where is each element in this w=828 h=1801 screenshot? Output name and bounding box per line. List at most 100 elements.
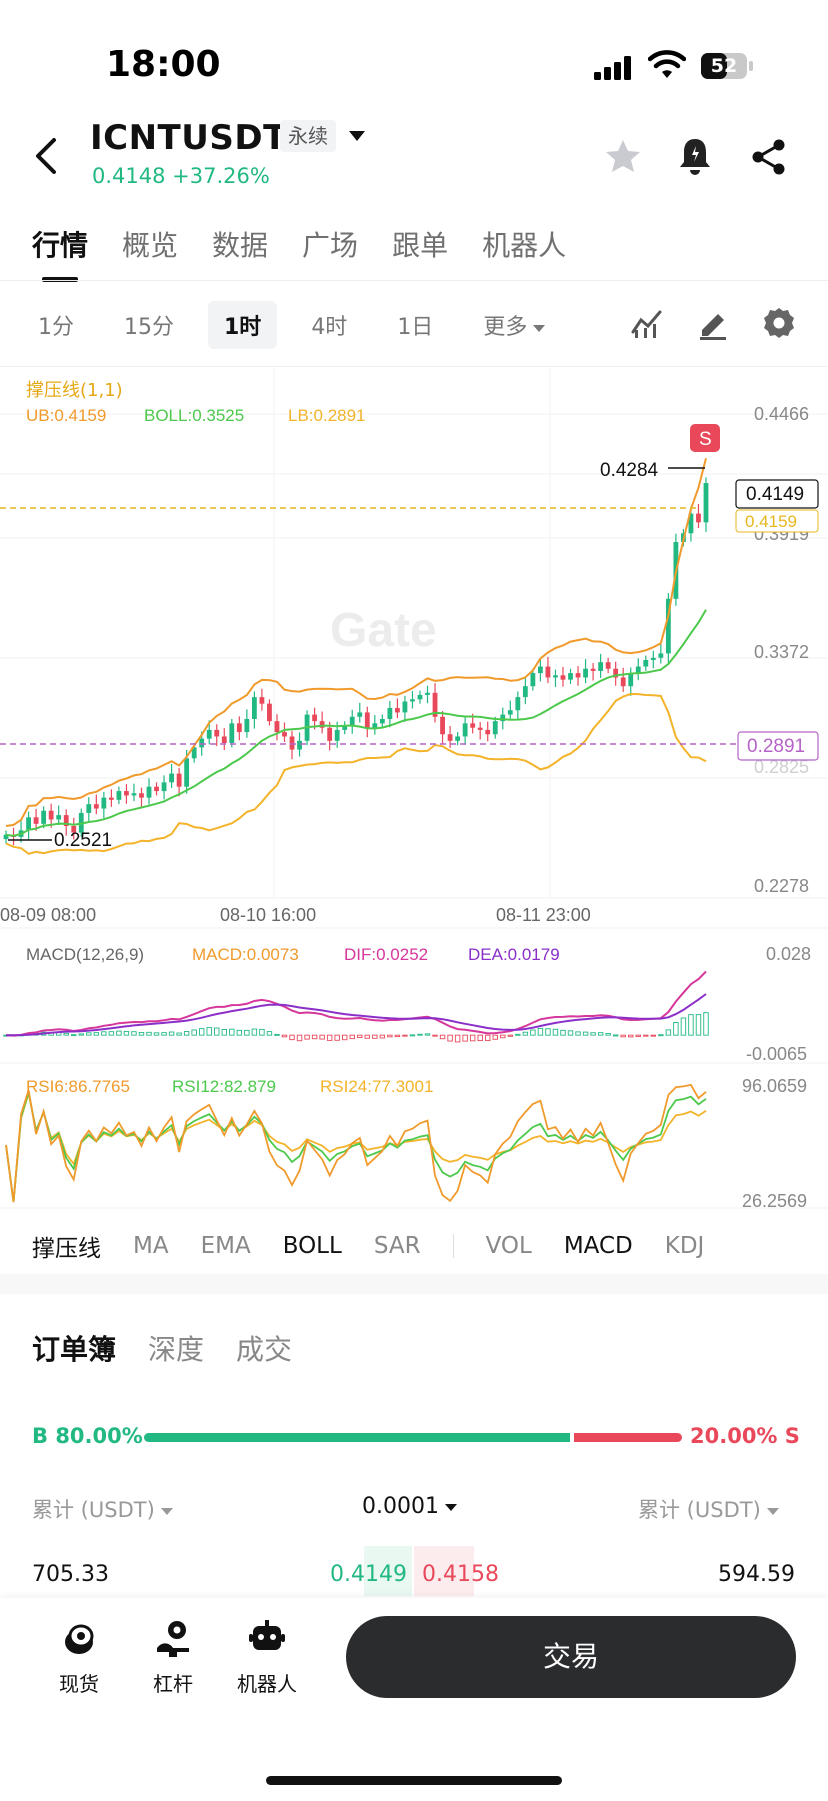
tab-trades[interactable]: 成交 (236, 1333, 293, 1366)
macd-bar (500, 1034, 506, 1039)
candle (93, 804, 99, 809)
macd-bar (402, 1034, 408, 1037)
candle (605, 662, 611, 669)
ask-price[interactable]: 0.4158 (422, 1562, 499, 1587)
macd-title: MACD(12,26,9) (26, 945, 144, 964)
macd-bar (643, 1034, 649, 1037)
indicator-chart-icon[interactable] (630, 306, 664, 340)
contract-type-tag[interactable]: 永续 (280, 120, 336, 152)
price-chart[interactable]: Gate S 0.4284 0.2521 撑压线(1,1) UB:0.4159 … (0, 368, 828, 1218)
macd-bar (93, 1032, 100, 1036)
macd-bar (131, 1031, 137, 1036)
candle (500, 714, 506, 722)
left-total-header[interactable]: 累计 (USDT) (32, 1494, 173, 1524)
candle (26, 817, 31, 831)
macd-bar (439, 1034, 446, 1040)
indicator-vol[interactable]: VOL (485, 1233, 532, 1259)
indicator-ema[interactable]: EMA (200, 1233, 251, 1259)
indicator-kdj[interactable]: KDJ (664, 1233, 705, 1259)
tab-market[interactable]: 行情 (32, 224, 88, 282)
pair-title[interactable]: ICNTUSDT (90, 118, 287, 158)
candle (447, 734, 453, 741)
candle (560, 675, 566, 680)
macd-histogram (3, 1012, 709, 1043)
macd-bar (198, 1028, 205, 1036)
chevron-down-icon (160, 1507, 173, 1515)
signal-badge-bg (690, 424, 720, 452)
candle (688, 513, 694, 534)
indicator-selector: 撑压线 MA EMA BOLL SAR VOL MACD KDJ (0, 1218, 828, 1274)
draw-pen-icon[interactable] (696, 306, 730, 340)
share-icon[interactable] (750, 138, 788, 176)
favorite-star-icon[interactable] (604, 138, 642, 176)
timeframe-15m[interactable]: 15分 (124, 315, 174, 340)
macd-y-tick: 0.028 (766, 944, 811, 964)
timeframe-4h[interactable]: 4时 (311, 315, 348, 340)
indicator-support-resistance[interactable]: 撑压线 (32, 1236, 101, 1262)
macd-bar (116, 1030, 122, 1036)
indicator-boll[interactable]: BOLL (282, 1233, 342, 1259)
candle (658, 653, 664, 658)
buy-ratio: B 80.00% (32, 1424, 143, 1448)
macd-bar (469, 1034, 476, 1042)
macd-bar (86, 1032, 92, 1036)
macd-bar (349, 1034, 355, 1040)
candle (485, 729, 491, 735)
pair-dropdown-icon[interactable] (348, 130, 366, 142)
macd-bar (236, 1029, 243, 1036)
candle (101, 797, 107, 809)
tab-depth[interactable]: 深度 (148, 1333, 205, 1366)
nav-spot[interactable]: 现货 (34, 1618, 124, 1697)
macd-bar (432, 1034, 438, 1037)
candle (169, 773, 174, 783)
indicator-ma[interactable]: MA (133, 1233, 169, 1259)
nav-bot[interactable]: 机器人 (222, 1618, 312, 1697)
trade-button[interactable]: 交易 (346, 1616, 796, 1698)
rsi12-value: RSI12:82.879 (172, 1077, 276, 1096)
nav-margin[interactable]: 杠杆 (128, 1618, 218, 1697)
tab-square[interactable]: 广场 (302, 229, 359, 262)
back-arrow-icon[interactable] (30, 136, 64, 176)
timeframe-1m[interactable]: 1分 (38, 315, 74, 340)
macd-bar (394, 1034, 401, 1038)
right-total-label: 累计 (USDT) (638, 1498, 761, 1522)
tab-bots[interactable]: 机器人 (482, 229, 567, 262)
right-total-header[interactable]: 累计 (USDT) (638, 1494, 779, 1524)
tab-overview[interactable]: 概览 (122, 229, 179, 262)
settings-gear-icon[interactable] (762, 306, 796, 340)
macd-value: MACD:0.0073 (192, 945, 299, 964)
macd-bar (319, 1034, 325, 1040)
timeframe-1h[interactable]: 1时 (208, 301, 278, 349)
candle (545, 666, 551, 678)
macd-bar (424, 1033, 431, 1036)
ask-total: 594.59 (718, 1562, 795, 1587)
macd-bar (153, 1032, 160, 1036)
timeframe-more[interactable]: 更多 (467, 301, 561, 349)
precision-selector[interactable]: 0.0001 (362, 1494, 457, 1519)
signal-badge[interactable]: S (699, 429, 712, 450)
rsi6-line (5, 1083, 707, 1203)
indicator-sar[interactable]: SAR (373, 1233, 421, 1259)
bid-price[interactable]: 0.4149 (330, 1562, 407, 1587)
macd-bar (326, 1034, 333, 1041)
indicator-macd[interactable]: MACD (563, 1233, 633, 1259)
tab-orderbook[interactable]: 订单簿 (32, 1333, 117, 1366)
tab-data[interactable]: 数据 (212, 229, 269, 262)
candle (221, 736, 227, 744)
timeframe-selector: 1分 15分 1时 4时 1日 更多 (22, 300, 579, 350)
macd-bar (628, 1034, 634, 1038)
alert-bell-icon[interactable] (676, 136, 714, 176)
macd-bar (146, 1031, 152, 1036)
macd-bar (364, 1034, 370, 1039)
divider (0, 280, 828, 281)
candle (538, 666, 543, 674)
boll-lower-line (5, 692, 707, 855)
current-price-tag: 0.4149 (746, 484, 804, 505)
candle (191, 747, 197, 759)
timeframe-1d[interactable]: 1日 (397, 315, 434, 340)
macd-bar (417, 1033, 423, 1036)
candle (440, 716, 445, 735)
tab-copy-trading[interactable]: 跟单 (392, 229, 449, 262)
candle (267, 703, 272, 722)
macd-bar (274, 1033, 280, 1036)
